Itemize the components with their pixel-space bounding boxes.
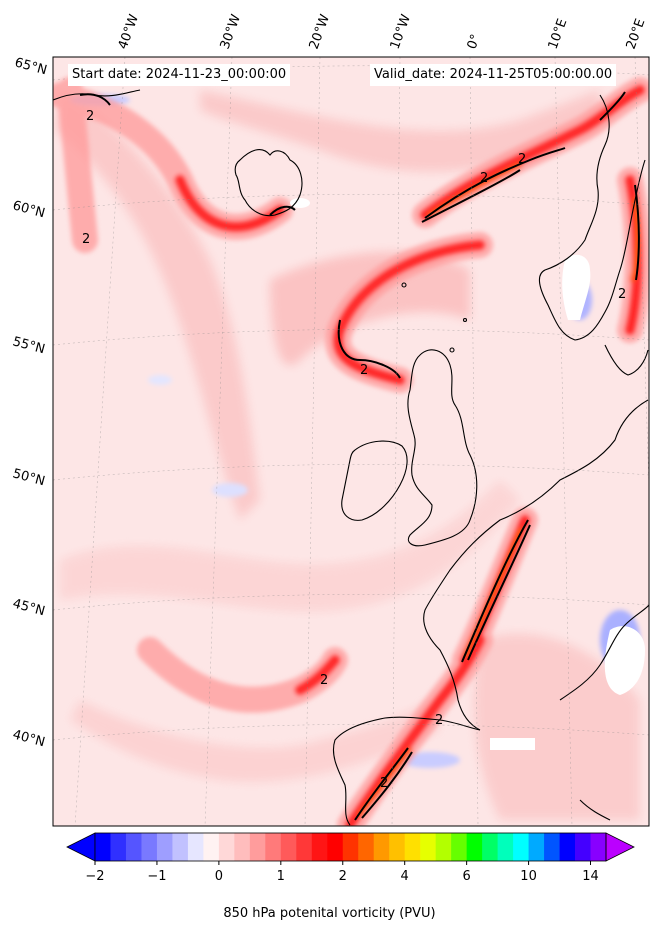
coast-great-britain bbox=[407, 349, 478, 547]
colorbar-tick-label: −1 bbox=[147, 869, 166, 884]
coast-france bbox=[423, 399, 649, 731]
colorbar-swatch bbox=[358, 833, 375, 861]
coast-mediterranean bbox=[559, 604, 649, 701]
coast-iberia bbox=[332, 716, 481, 826]
colorbar-swatch bbox=[172, 833, 189, 861]
lon-label: 30°W bbox=[218, 12, 244, 51]
contour-label: 2 bbox=[380, 776, 388, 791]
map-plot-area: 2 2 2 2 2 2 2 2 2 bbox=[53, 57, 649, 826]
graticule bbox=[53, 57, 649, 826]
colorbar-under-arrow bbox=[66, 832, 96, 862]
contour-label: 2 bbox=[86, 109, 94, 124]
pv-light-field bbox=[55, 90, 640, 820]
colorbar-swatch bbox=[296, 833, 313, 861]
colorbar-swatch bbox=[156, 833, 173, 861]
longitude-labels: 40°W 30°W 20°W 10°W 0° 10°E 20°E bbox=[116, 12, 649, 51]
coast-ireland bbox=[341, 440, 408, 521]
colorbar-tick-label: 6 bbox=[462, 869, 470, 884]
colorbar-swatch bbox=[482, 833, 498, 861]
colorbar-swatch bbox=[544, 833, 560, 861]
colorbar-swatch bbox=[249, 833, 266, 861]
colorbar-swatch bbox=[389, 833, 406, 861]
lat-label: 45°N bbox=[11, 596, 47, 619]
contour-label: 2 bbox=[518, 152, 526, 167]
island bbox=[462, 317, 468, 323]
valid-date-label: Valid_date: 2024-11-25T05:00:00.00 bbox=[370, 64, 617, 86]
colorbar-swatch bbox=[327, 833, 344, 861]
island bbox=[401, 282, 407, 288]
colorbar-swatch bbox=[110, 833, 127, 861]
lat-label: 55°N bbox=[11, 334, 47, 357]
colorbar-swatch bbox=[420, 833, 437, 861]
colorbar-swatch bbox=[497, 833, 514, 861]
colorbar-swatch bbox=[513, 833, 529, 861]
lon-label: 10°W bbox=[388, 12, 414, 51]
lon-label: 20°W bbox=[307, 12, 333, 51]
colorbar-tick-label: 0 bbox=[215, 869, 223, 884]
colorbar-title: 850 hPa potenital vorticity (PVU) bbox=[223, 906, 436, 921]
colorbar-swatch bbox=[125, 833, 142, 861]
lat-label: 50°N bbox=[11, 466, 47, 489]
coast-greenland bbox=[53, 89, 141, 101]
latitude-labels: 65°N 60°N 55°N 50°N 45°N 40°N bbox=[11, 55, 49, 750]
lat-label: 60°N bbox=[11, 198, 47, 221]
start-date-label: Start date: 2024-11-23_00:00:00 bbox=[68, 64, 291, 86]
coast-scandinavia bbox=[538, 94, 646, 341]
map-frame bbox=[52, 56, 650, 827]
coastlines bbox=[53, 89, 649, 826]
colorbar-swatch bbox=[218, 833, 235, 861]
colorbar-over-arrow bbox=[605, 832, 635, 862]
colorbar-tick-label: 4 bbox=[401, 869, 409, 884]
contour-labels: 2 2 2 2 2 2 2 2 2 bbox=[82, 109, 626, 791]
colorbar-tick-label: 1 bbox=[277, 869, 285, 884]
colorbar-swatch bbox=[280, 833, 297, 861]
lat-label: 65°N bbox=[13, 55, 49, 78]
pv-streamers bbox=[53, 77, 649, 826]
contour-label: 2 bbox=[435, 713, 443, 728]
lon-label: 20°E bbox=[624, 17, 649, 52]
colorbar-swatch bbox=[342, 833, 359, 861]
contour-label: 2 bbox=[360, 363, 368, 378]
island bbox=[449, 347, 455, 353]
colorbar-swatch bbox=[559, 833, 576, 861]
colorbar-swatch bbox=[311, 833, 328, 861]
colorbar-swatch bbox=[187, 833, 204, 861]
colorbar-swatch bbox=[451, 833, 468, 861]
contour-label: 2 bbox=[82, 232, 90, 247]
lon-label: 10°E bbox=[546, 17, 571, 52]
coast-italy bbox=[579, 799, 611, 821]
colorbar-swatch bbox=[95, 833, 111, 861]
lon-label: 40°W bbox=[116, 12, 142, 51]
pv-2-contours bbox=[79, 91, 640, 821]
colorbar-swatch bbox=[528, 833, 545, 861]
colorbar-swatch bbox=[466, 833, 483, 861]
colorbar-swatch bbox=[234, 833, 251, 861]
colorbar-swatch bbox=[575, 833, 591, 861]
colorbar-swatch bbox=[203, 833, 220, 861]
colorbar-swatch bbox=[404, 833, 421, 861]
colorbar-tick-label: 2 bbox=[339, 869, 347, 884]
colorbar-tick-label: 14 bbox=[582, 869, 599, 884]
contour-label: 2 bbox=[618, 287, 626, 302]
colorbar-tick-label: 10 bbox=[520, 869, 537, 884]
terrain-mask bbox=[290, 198, 645, 750]
coast-iceland bbox=[234, 149, 303, 217]
colorbar-swatch bbox=[373, 833, 390, 861]
colorbar-tick-label: −2 bbox=[85, 869, 104, 884]
colorbar-swatch bbox=[265, 833, 282, 861]
colorbar-swatch bbox=[590, 833, 607, 861]
colorbar-swatch bbox=[435, 833, 452, 861]
colorbar: −2 −1 0 1 2 4 6 10 14 bbox=[66, 832, 635, 884]
colorbar-frame bbox=[94, 832, 607, 862]
coast-denmark bbox=[604, 344, 649, 376]
contour-label: 2 bbox=[480, 171, 488, 186]
contour-label: 2 bbox=[320, 673, 328, 688]
lon-label: 0° bbox=[465, 32, 484, 51]
lat-label: 40°N bbox=[11, 727, 47, 750]
colorbar-swatch bbox=[141, 833, 158, 861]
